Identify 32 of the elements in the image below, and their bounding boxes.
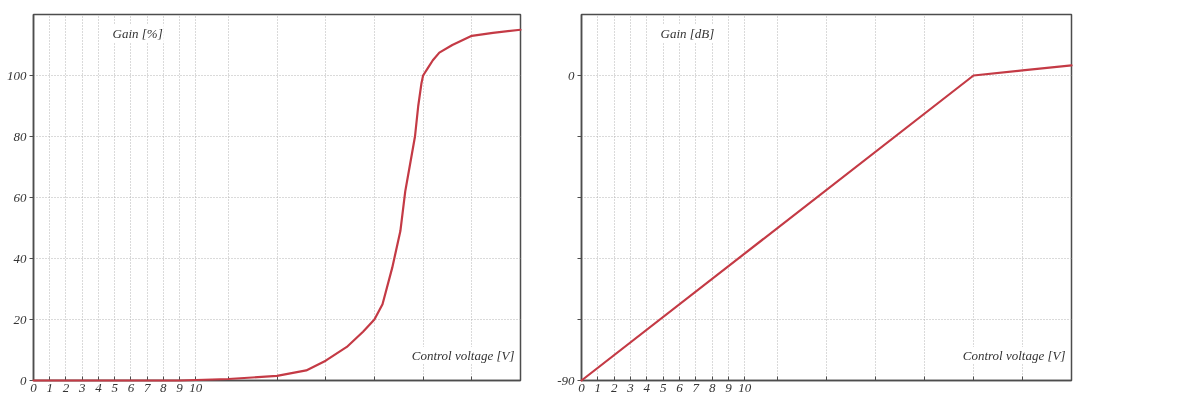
y-tick-label: -90 [557, 372, 575, 388]
x-tick-label: 8 [160, 379, 168, 395]
x-tick-label: 3 [626, 379, 635, 395]
x-tick-label: 9 [176, 379, 184, 395]
x-tick-label: 0 [578, 379, 586, 395]
x-tick-label: 2 [610, 379, 618, 395]
x-tick-label: 4 [95, 379, 103, 395]
x-tick-label: 6 [127, 379, 135, 395]
x-tick-label: 7 [143, 379, 151, 395]
y-tick-label: 60 [13, 189, 27, 205]
x-tick-label: 0 [30, 379, 38, 395]
x-tick-label: 1 [46, 379, 53, 395]
x-tick-label: 3 [77, 379, 86, 395]
y-tick-label: 20 [13, 311, 27, 327]
x-tick-label: 8 [708, 379, 716, 395]
x-tick-label: 7 [692, 379, 700, 395]
x-tick-label: 4 [643, 379, 651, 395]
y-axis-title: Gain [dB] [660, 26, 715, 41]
x-axis-title: Control voltage [V] [411, 348, 515, 363]
x-tick-label: 6 [676, 379, 684, 395]
x-axis-title: Control voltage [V] [962, 348, 1066, 363]
y-tick-label: 100 [7, 67, 27, 83]
x-tick-label: 10 [738, 379, 752, 395]
x-tick-label: 5 [111, 379, 119, 395]
x-tick-label: 9 [725, 379, 733, 395]
x-tick-label: 2 [62, 379, 70, 395]
y-axis-title: Gain [%] [112, 26, 163, 41]
x-tick-label: 1 [594, 379, 602, 395]
x-tick-label: 10 [189, 379, 203, 395]
x-tick-label: 5 [659, 379, 667, 395]
y-tick-label: 40 [13, 250, 27, 266]
y-tick-label: 80 [13, 128, 27, 144]
